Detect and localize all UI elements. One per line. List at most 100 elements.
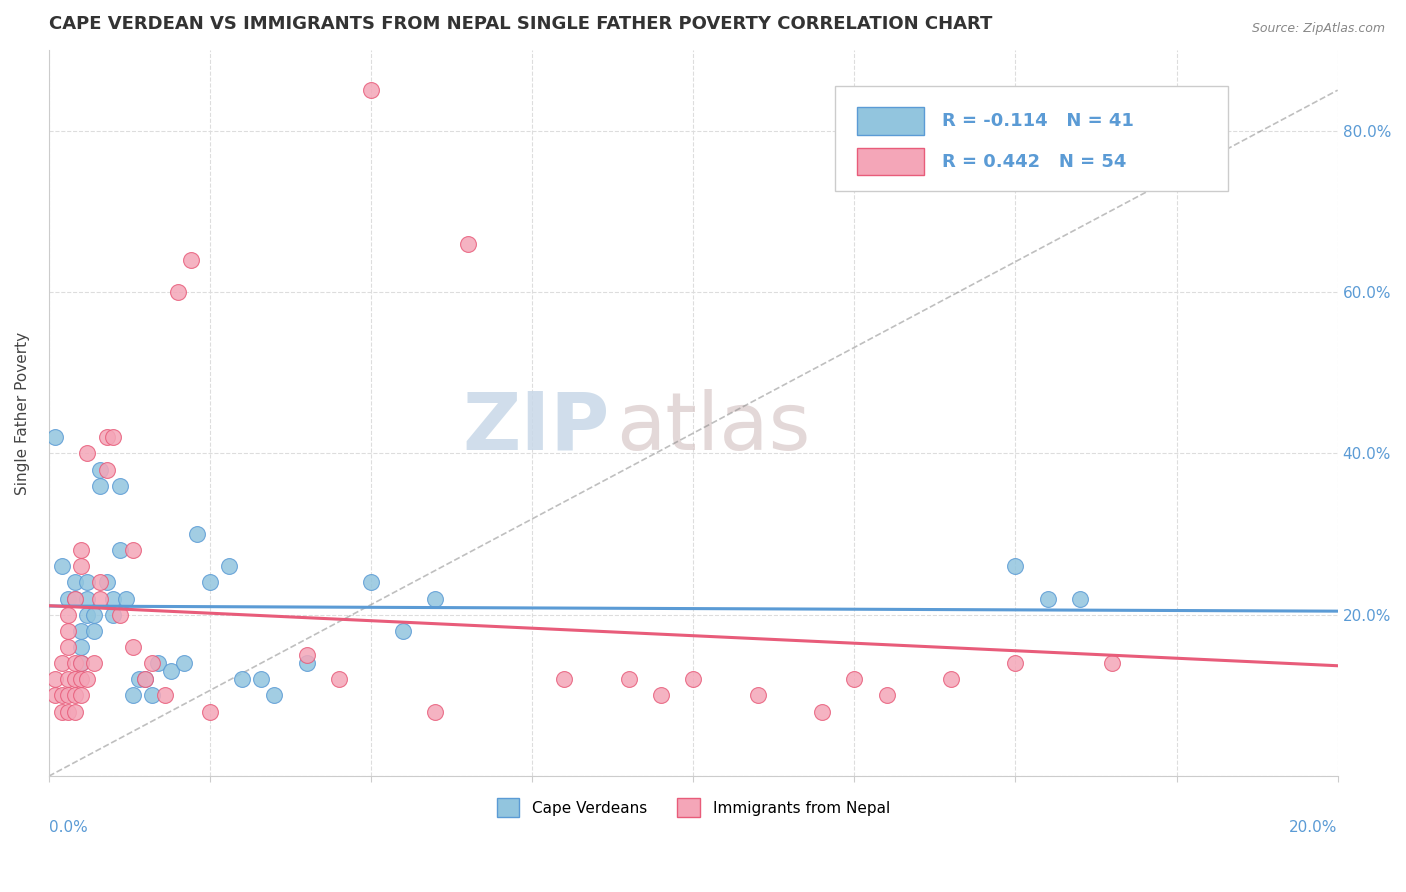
Point [96,575,118,590]
Point [70,689,93,703]
Point [70,656,93,670]
Point [153,689,176,703]
Text: atlas: atlas [616,389,810,467]
Point [250,673,273,687]
Point [876,689,898,703]
Point [44,673,66,687]
Point [108,607,131,622]
Text: R = -0.114   N = 41: R = -0.114 N = 41 [942,112,1133,130]
Point [63,591,86,606]
Point [89,462,111,476]
Legend: Cape Verdeans, Immigrants from Nepal: Cape Verdeans, Immigrants from Nepal [491,792,896,823]
Point [44,689,66,703]
Point [198,705,221,719]
Point [56,673,79,687]
FancyBboxPatch shape [835,87,1227,192]
FancyBboxPatch shape [856,148,924,176]
Point [682,673,704,687]
Point [811,705,834,719]
Text: R = 0.442   N = 54: R = 0.442 N = 54 [942,153,1126,170]
Point [328,673,350,687]
Point [141,689,163,703]
Point [166,285,188,299]
Point [121,640,143,654]
Point [392,624,415,638]
Point [89,478,111,492]
Point [108,478,131,492]
Point [70,559,93,574]
Point [1101,656,1123,670]
Point [83,624,105,638]
Point [51,705,73,719]
Point [295,648,318,662]
Point [70,656,93,670]
Point [134,673,156,687]
Point [186,527,208,541]
Point [173,656,195,670]
Point [553,673,575,687]
Point [89,575,111,590]
Point [121,689,143,703]
Point [103,591,125,606]
Point [63,591,86,606]
Point [115,591,138,606]
Point [160,665,183,679]
Point [121,543,143,558]
Point [51,656,73,670]
Point [63,705,86,719]
Point [56,640,79,654]
Point [56,624,79,638]
Point [939,673,962,687]
Point [425,705,447,719]
Point [180,252,202,267]
Point [295,656,318,670]
Point [56,705,79,719]
Text: Source: ZipAtlas.com: Source: ZipAtlas.com [1251,22,1385,36]
Point [198,575,221,590]
Text: 0.0%: 0.0% [49,820,87,835]
Point [96,462,118,476]
Point [263,689,285,703]
Point [76,607,98,622]
FancyBboxPatch shape [856,107,924,135]
Point [1004,656,1026,670]
Point [70,640,93,654]
Point [76,591,98,606]
Point [747,689,769,703]
Text: CAPE VERDEAN VS IMMIGRANTS FROM NEPAL SINGLE FATHER POVERTY CORRELATION CHART: CAPE VERDEAN VS IMMIGRANTS FROM NEPAL SI… [49,15,993,33]
Point [231,673,253,687]
Point [1004,559,1026,574]
Point [76,446,98,460]
Point [83,656,105,670]
Point [650,689,672,703]
Point [103,607,125,622]
Point [218,559,240,574]
Point [844,673,866,687]
Point [63,673,86,687]
Point [70,624,93,638]
Point [96,430,118,444]
Point [44,430,66,444]
Text: ZIP: ZIP [463,389,609,467]
Text: 20.0%: 20.0% [1289,820,1337,835]
Point [134,673,156,687]
Point [617,673,640,687]
Point [360,83,382,97]
Point [103,430,125,444]
Point [83,607,105,622]
Point [70,543,93,558]
Point [89,591,111,606]
Point [51,559,73,574]
Point [425,591,447,606]
Point [128,673,150,687]
Point [148,656,170,670]
Point [141,656,163,670]
Point [56,689,79,703]
Point [63,656,86,670]
Point [56,591,79,606]
Point [1069,591,1091,606]
Y-axis label: Single Father Poverty: Single Father Poverty [15,332,30,494]
Point [56,607,79,622]
Point [76,575,98,590]
Point [76,673,98,687]
